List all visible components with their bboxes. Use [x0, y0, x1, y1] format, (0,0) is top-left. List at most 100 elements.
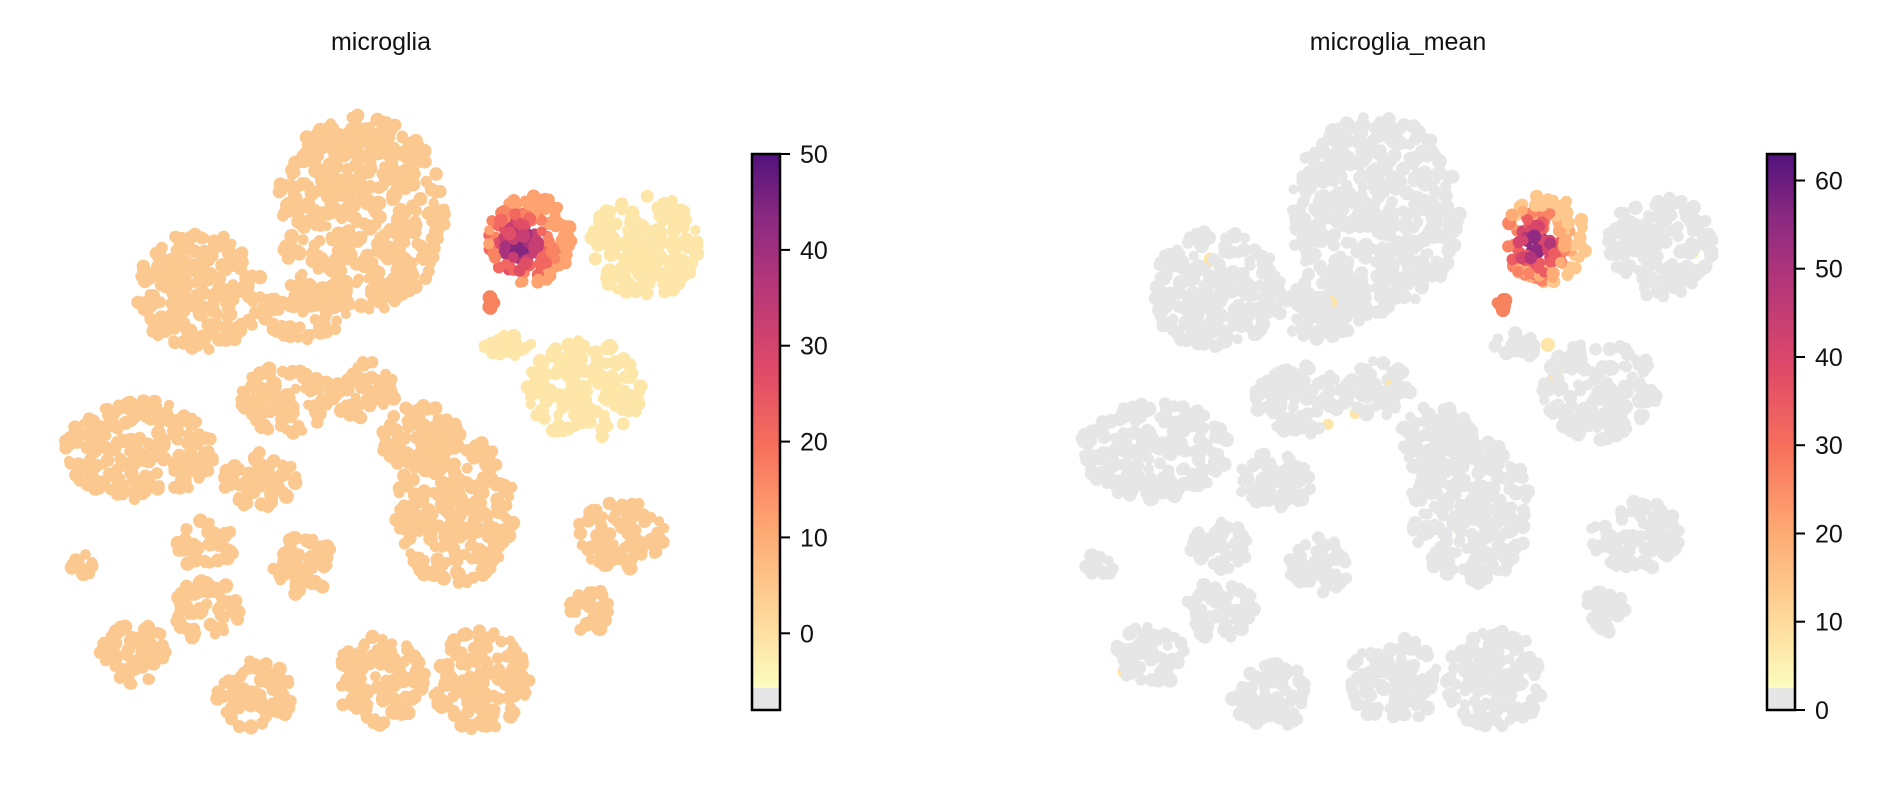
scatter-point	[1409, 132, 1422, 146]
scatter-point	[132, 446, 147, 461]
scatter-point	[1237, 588, 1248, 599]
scatter-point	[124, 414, 138, 428]
scatter-point	[1652, 235, 1667, 249]
scatter-point	[403, 531, 417, 546]
scatter-point	[1144, 404, 1155, 415]
scatter-point	[597, 524, 608, 536]
scatter-point	[1442, 549, 1456, 563]
scatter-point	[1329, 188, 1343, 203]
scatter-point	[1215, 308, 1228, 321]
scatter-point	[447, 708, 462, 722]
scatter-point	[1395, 365, 1410, 380]
scatter-point	[160, 453, 171, 465]
scatter-point	[104, 442, 115, 454]
scatter-point	[1581, 590, 1596, 604]
scatter-point	[226, 547, 239, 560]
scatter-point	[194, 428, 205, 439]
scatter-point	[491, 652, 504, 665]
scatter-point	[644, 272, 656, 284]
scatter-point	[1357, 384, 1368, 395]
scatter-point	[1276, 496, 1290, 510]
scatter-point	[349, 179, 361, 192]
scatter-point	[618, 384, 631, 397]
scatter-point	[438, 218, 451, 231]
scatter-point	[589, 542, 602, 555]
scatter-point	[235, 397, 250, 412]
scatter-point	[1474, 565, 1486, 578]
scatter-point	[1155, 436, 1169, 450]
scatter-point	[572, 589, 585, 602]
scatter-point	[255, 476, 268, 489]
scatter-point	[1540, 337, 1555, 352]
scatter-point	[1640, 288, 1653, 302]
scatter-point	[306, 300, 319, 313]
colorbar-tick-label: 10	[800, 524, 828, 552]
scatter-point	[378, 399, 389, 411]
scatter-point	[429, 167, 443, 181]
scatter-point	[388, 185, 402, 199]
scatter-point	[414, 239, 428, 253]
scatter-point	[480, 449, 496, 465]
scatter-point	[689, 246, 705, 262]
scatter-point	[1306, 384, 1319, 397]
scatter-point	[454, 531, 467, 544]
scatter-point	[376, 379, 388, 392]
scatter-point	[1621, 423, 1633, 435]
scatter-point	[525, 338, 537, 350]
scatter-point	[367, 203, 382, 217]
scatter-point	[1322, 418, 1334, 430]
scatter-point	[1588, 373, 1601, 387]
scatter-point	[344, 135, 359, 149]
scatter-point	[1340, 129, 1351, 141]
scatter-point	[392, 703, 403, 714]
scatter-point	[481, 658, 494, 670]
scatter-point	[596, 211, 608, 223]
scatter-point	[1263, 285, 1278, 299]
point-clouds	[58, 108, 705, 735]
scatter-point	[1482, 481, 1497, 496]
scatter-point	[226, 681, 240, 695]
scatter-point	[235, 317, 247, 330]
scatter-point	[1340, 377, 1355, 393]
scatter-point	[290, 204, 305, 220]
scatter-point	[233, 253, 248, 268]
scatter-point	[451, 550, 464, 563]
scatter-point	[1543, 404, 1556, 417]
scatter-point	[1239, 289, 1251, 302]
scatter-point	[217, 230, 230, 243]
scatter-point	[1516, 471, 1529, 484]
scatter-point	[457, 674, 469, 686]
scatter-point	[1315, 536, 1328, 549]
scatter-point	[68, 553, 83, 567]
scatter-point	[1175, 464, 1188, 476]
scatter-point	[659, 254, 671, 266]
scatter-point	[1598, 519, 1612, 534]
scatter-point	[405, 548, 416, 559]
scatter-point	[1394, 175, 1408, 189]
scatter-point	[366, 163, 378, 175]
scatter-point	[1420, 519, 1432, 532]
scatter-point	[1629, 561, 1641, 572]
scatter-point	[1410, 293, 1421, 305]
scatter-point	[136, 259, 150, 273]
scatter-point	[223, 307, 238, 322]
scatter-point	[1123, 448, 1136, 461]
scatter-point	[1195, 263, 1206, 274]
scatter-point	[80, 549, 91, 560]
scatter-point	[1602, 234, 1615, 247]
scatter-point	[1429, 485, 1443, 499]
scatter-point	[1223, 273, 1239, 289]
scatter-point	[126, 475, 138, 487]
scatter-point	[1671, 196, 1685, 210]
scatter-point	[1185, 232, 1198, 245]
scatter-point	[1232, 556, 1244, 568]
scatter-point	[1575, 339, 1587, 351]
scatter-point	[1563, 392, 1575, 404]
scatter-point	[192, 575, 208, 591]
scatter-point	[275, 574, 286, 586]
scatter-point	[188, 553, 203, 568]
scatter-point	[1674, 285, 1687, 298]
scatter-point	[1201, 230, 1217, 245]
scatter-point	[342, 286, 353, 297]
scatter-point	[551, 366, 562, 378]
